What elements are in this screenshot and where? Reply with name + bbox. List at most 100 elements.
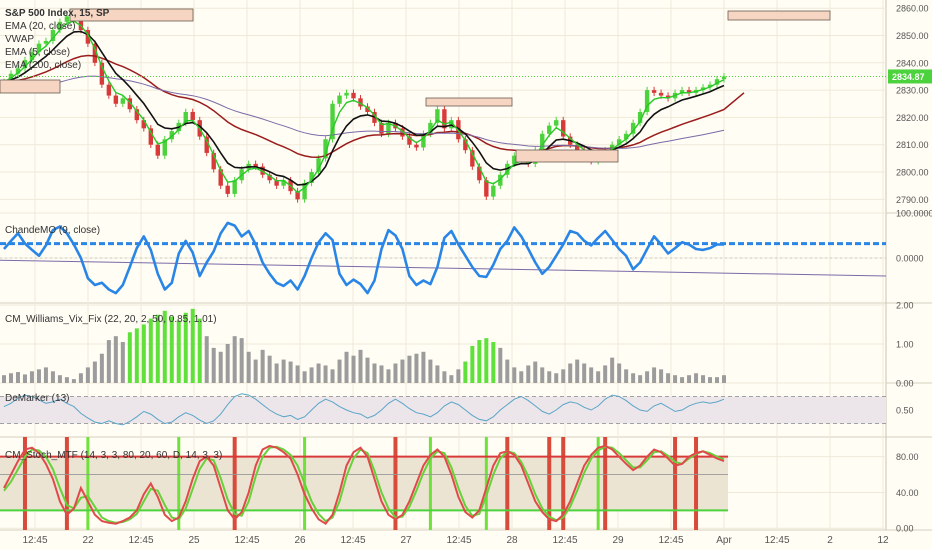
vix-bar: [225, 343, 230, 383]
vix-bar: [141, 324, 146, 383]
vix-bar: [638, 375, 643, 383]
vix-bar: [246, 351, 251, 383]
vix-bar: [92, 361, 97, 383]
axis-tick-label: 2.00: [896, 300, 914, 310]
vix-bar: [715, 377, 720, 383]
vix-bar: [106, 340, 111, 383]
candle-body: [644, 90, 650, 112]
time-tick-label: 12:45: [658, 535, 683, 546]
vix-bar: [169, 316, 174, 383]
vix-bar: [316, 363, 321, 383]
candle-body: [92, 43, 98, 63]
panel-legend: CM_Williams_Vix_Fix (22, 20, 2, 50, 0.85…: [5, 314, 217, 325]
candle-body: [609, 144, 615, 151]
level-box: [727, 10, 831, 21]
vix-bar: [421, 351, 426, 383]
candle-body: [183, 111, 188, 123]
candle-body: [218, 169, 223, 186]
candle-body: [665, 95, 671, 99]
candle-body: [498, 174, 503, 186]
vix-bar: [687, 375, 692, 383]
time-tick-label: 28: [506, 535, 518, 546]
candle-body: [127, 98, 133, 110]
candle-body: [623, 133, 629, 140]
candle-body: [50, 30, 56, 41]
vix-bar: [204, 336, 209, 383]
candle-body: [721, 76, 727, 80]
candle-body: [658, 92, 664, 96]
candle-body: [679, 90, 685, 93]
time-axis: 12:45 22 12:45 25 12:45 26 12:45 27 12:45 28 12:45…: [22, 535, 889, 546]
vix-bar: [29, 371, 34, 383]
vix-bar: [15, 372, 20, 383]
axis-tick-label: 2850.00: [896, 31, 929, 41]
last-price-label: 2834.87: [892, 72, 925, 82]
time-tick-label: 12: [877, 535, 889, 546]
vix-bar: [302, 371, 307, 383]
vix-bar: [666, 373, 671, 383]
time-tick-label: Apr: [716, 535, 732, 546]
candle-body: [435, 109, 440, 123]
vix-bar: [57, 375, 62, 383]
vix-bar: [680, 377, 685, 383]
vix-bar: [505, 359, 510, 383]
vix-bar: [526, 365, 531, 383]
candle-body: [428, 122, 433, 134]
candle-body: [414, 144, 419, 148]
candle-body: [78, 19, 84, 31]
candle-body: [295, 191, 300, 200]
vix-bar: [232, 336, 237, 383]
candle-body: [22, 60, 28, 69]
vix-bar: [610, 357, 615, 383]
candle-body: [470, 150, 475, 167]
vix-bar: [652, 367, 657, 383]
vix-bar: [183, 312, 188, 383]
candle-body: [351, 92, 356, 99]
candle-body: [330, 103, 335, 140]
candle-body: [449, 120, 454, 129]
demarker-panel: [0, 393, 886, 426]
candle-body: [477, 166, 482, 181]
panel-legend: ChandeMO (9, close): [5, 225, 100, 236]
candle-body: [707, 84, 713, 88]
stoch-red-marker: [603, 437, 608, 530]
candle-body: [120, 98, 126, 104]
candle-body: [316, 158, 321, 173]
vix-bar: [449, 375, 454, 383]
vix-bar: [568, 363, 573, 383]
candle-body: [637, 111, 643, 123]
level-box: [0, 79, 61, 94]
candle-body: [85, 30, 91, 44]
time-tick-label: 29: [612, 535, 624, 546]
vix-bar: [218, 351, 223, 383]
demarker-line: [3, 393, 725, 426]
time-tick-label: 26: [294, 535, 306, 546]
candle-body: [630, 122, 636, 134]
candle-body: [386, 122, 391, 134]
candle-body: [484, 180, 489, 197]
vix-bar: [358, 349, 363, 383]
stoch-red-marker: [694, 437, 699, 530]
vix-bar: [43, 367, 48, 383]
vix-bar: [540, 367, 545, 383]
vix-bar: [78, 373, 83, 383]
vix-bar: [176, 320, 181, 383]
candle-body: [64, 16, 70, 22]
vix-bar: [547, 371, 552, 383]
vix-bar: [2, 375, 6, 383]
vix-bar: [428, 359, 433, 383]
vix-bar: [533, 361, 538, 383]
vix-bar: [512, 367, 517, 383]
vix-bar: [274, 363, 279, 383]
vix-bar: [288, 361, 293, 383]
cmo-trend-line: [0, 259, 887, 277]
candle-body: [134, 109, 140, 121]
candle-body: [113, 95, 119, 104]
panel-legend: EMA (20, close): [5, 21, 76, 32]
price-panel: 2834.87: [0, 8, 932, 203]
vix-bar: [197, 318, 202, 383]
stoch-green-marker: [596, 437, 600, 530]
vix-bar: [120, 342, 125, 383]
candle-body: [148, 128, 153, 145]
